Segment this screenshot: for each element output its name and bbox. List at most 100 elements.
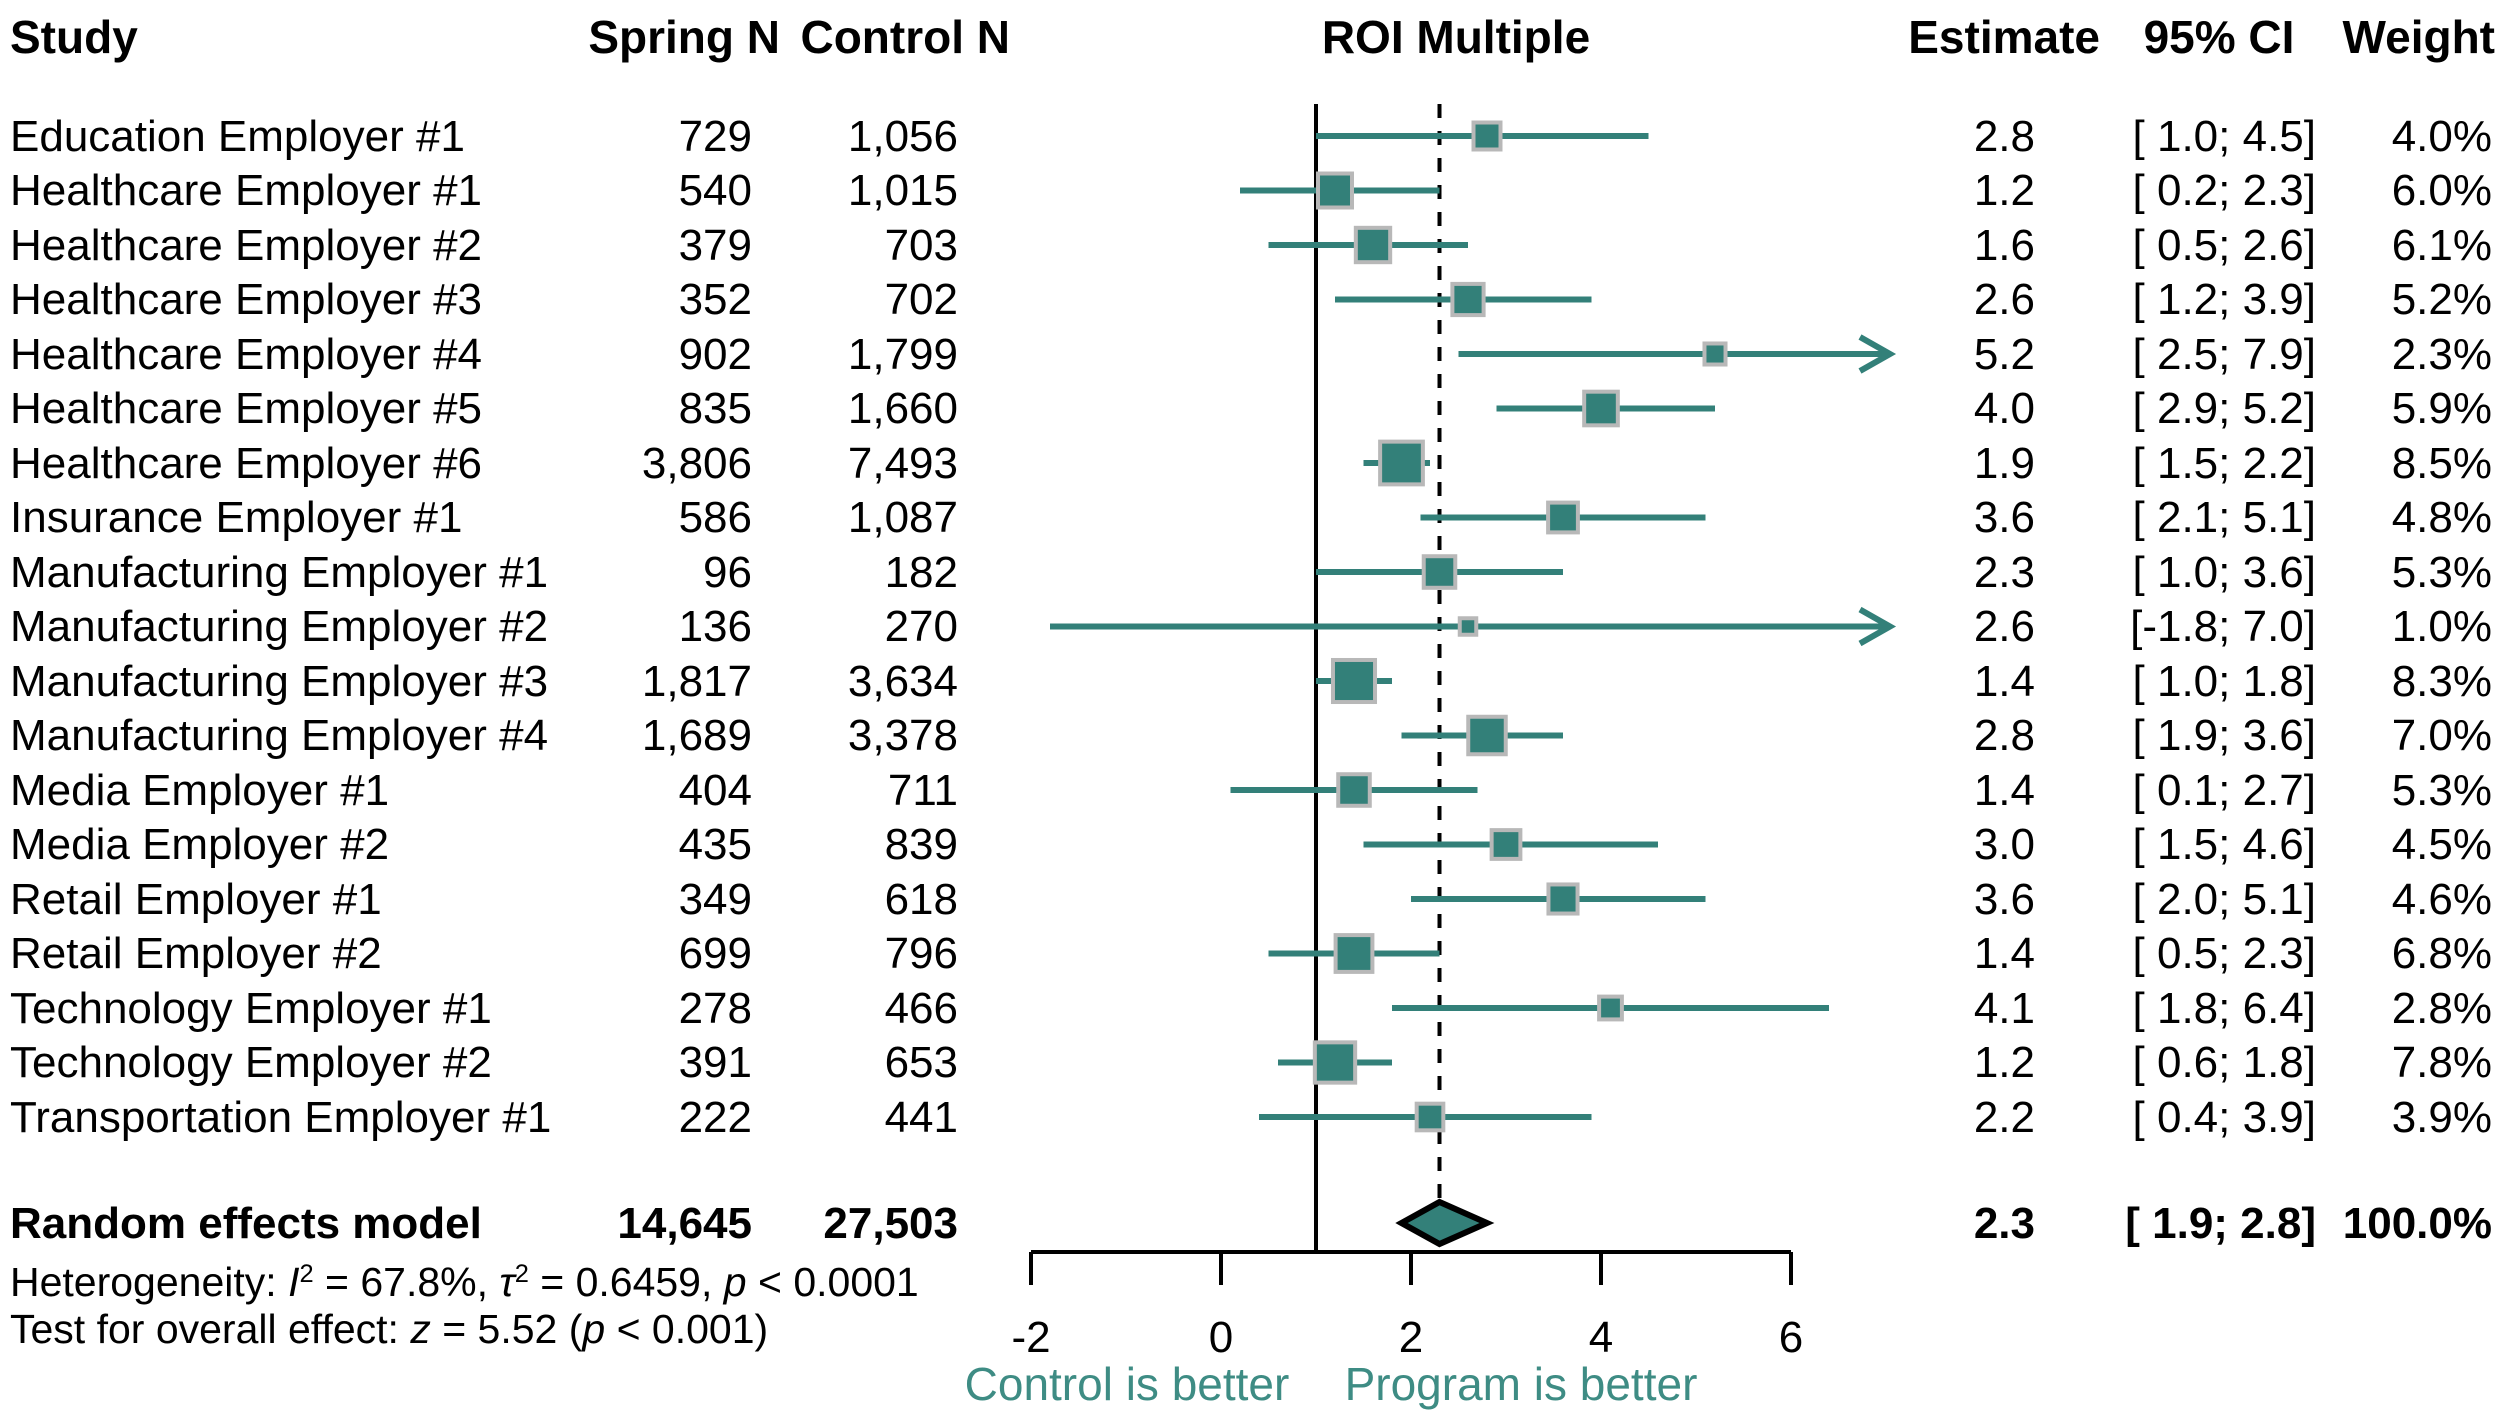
spring-n-cell: 136 <box>678 602 752 651</box>
het-p: p <box>723 1259 747 1305</box>
control-n-cell: 1,015 <box>847 166 958 215</box>
weight-cell: 2.8% <box>2391 983 2492 1033</box>
study-row: Media Employer #1 404 711 1.4 [ 0.1; 2.7… <box>0 763 2500 818</box>
estimate-square <box>1414 1101 1446 1133</box>
test-text3: < 0.001) <box>605 1306 769 1352</box>
spring-n-cell: 1,817 <box>641 656 752 706</box>
estimate-cell: 4.0 <box>1973 384 2035 433</box>
study-row: Manufacturing Employer #2 136 270 2.6 [-… <box>0 599 2500 654</box>
ci-cell: [ 1.8; 6.4] <box>2132 983 2316 1033</box>
weight-cell: 7.0% <box>2391 711 2492 760</box>
control-n-cell: 3,634 <box>847 656 958 706</box>
estimate-square <box>1457 616 1479 637</box>
study-row: Technology Employer #2 391 653 1.2 [ 0.6… <box>0 1035 2500 1090</box>
overall-effect-line: Test for overall effect: z = 5.52 (p < 0… <box>10 1303 768 1355</box>
study-name-cell: Manufacturing Employer #4 <box>10 711 549 760</box>
test-text2: = 5.52 ( <box>430 1306 583 1352</box>
weight-cell: 6.8% <box>2391 929 2492 978</box>
spring-n-cell: 96 <box>703 547 752 597</box>
ci-cell: [ 2.5; 7.9] <box>2132 329 2316 379</box>
estimate-cell: 1.4 <box>1973 929 2035 978</box>
control-n-cell: 653 <box>884 1038 958 1087</box>
spring-n-cell: 404 <box>678 765 752 815</box>
ci-cell: [ 1.2; 3.9] <box>2132 275 2316 324</box>
weight-cell: 5.3% <box>2391 547 2492 597</box>
estimate-cell: 1.2 <box>1973 1038 2035 1087</box>
x-axis-tick-label: 4 <box>1589 1313 1613 1362</box>
study-name-cell: Retail Employer #1 <box>10 874 382 924</box>
het-tau-sup: 2 <box>514 1260 529 1289</box>
summary-ci: [ 1.9; 2.8] <box>2125 1199 2316 1248</box>
estimate-cell: 2.6 <box>1973 275 2035 324</box>
ci-cell: [ 0.5; 2.3] <box>2132 929 2316 978</box>
estimate-cell: 1.2 <box>1973 166 2035 215</box>
spring-n-cell: 379 <box>678 220 752 270</box>
het-tau: τ <box>499 1259 515 1305</box>
het-text3: = 0.6459, <box>528 1259 724 1305</box>
spring-n-cell: 729 <box>678 111 752 161</box>
study-name-cell: Healthcare Employer #1 <box>10 166 483 215</box>
estimate-square <box>1316 171 1354 210</box>
study-row: Healthcare Employer #5 835 1,660 4.0 [ 2… <box>0 381 2500 436</box>
study-row: Retail Employer #1 349 618 3.6 [ 2.0; 5.… <box>0 872 2500 927</box>
spring-n-cell: 278 <box>678 983 752 1033</box>
test-text: Test for overall effect: <box>10 1306 411 1352</box>
column-header-roi-multiple: ROI Multiple <box>1321 11 1591 63</box>
weight-cell: 7.8% <box>2391 1038 2492 1087</box>
estimate-cell: 2.3 <box>1973 547 2035 597</box>
estimate-cell: 5.2 <box>1973 329 2035 379</box>
column-header-spring-n: Spring N <box>588 11 780 63</box>
spring-n-cell: 3,806 <box>641 438 752 488</box>
weight-cell: 2.3% <box>2391 329 2492 379</box>
estimate-cell: 3.6 <box>1973 874 2035 924</box>
estimate-cell: 1.4 <box>1973 656 2035 706</box>
summary-control-n: 27,503 <box>823 1199 958 1248</box>
study-name-cell: Technology Employer #2 <box>10 1038 492 1087</box>
estimate-cell: 2.8 <box>1973 111 2035 161</box>
control-n-cell: 1,056 <box>847 111 958 161</box>
study-row: Healthcare Employer #3 352 702 2.6 [ 1.2… <box>0 272 2500 327</box>
weight-cell: 4.6% <box>2391 874 2492 924</box>
spring-n-cell: 222 <box>678 1092 752 1142</box>
estimate-square <box>1333 933 1375 974</box>
study-name-cell: Education Employer #1 <box>10 111 465 161</box>
ci-cell: [ 1.5; 2.2] <box>2132 438 2316 488</box>
summary-estimate: 2.3 <box>1973 1199 2035 1248</box>
weight-cell: 5.9% <box>2391 384 2492 433</box>
ci-cell: [ 1.0; 3.6] <box>2132 547 2316 597</box>
estimate-cell: 1.4 <box>1973 765 2035 815</box>
ci-cell: [ 1.9; 3.6] <box>2132 711 2316 760</box>
het-i: I <box>288 1259 300 1305</box>
study-name-cell: Manufacturing Employer #3 <box>10 656 549 706</box>
study-row: Manufacturing Employer #1 96 182 2.3 [ 1… <box>0 545 2500 600</box>
control-n-cell: 7,493 <box>847 438 958 488</box>
study-row: Transportation Employer #1 222 441 2.2 [… <box>0 1090 2500 1145</box>
weight-cell: 5.3% <box>2391 765 2492 815</box>
study-row: Healthcare Employer #4 902 1,799 5.2 [ 2… <box>0 327 2500 382</box>
study-name-cell: Healthcare Employer #6 <box>10 438 483 488</box>
ci-cell: [ 0.4; 3.9] <box>2132 1092 2316 1142</box>
estimate-square <box>1582 389 1620 428</box>
summary-weight: 100.0% <box>2342 1199 2492 1248</box>
control-n-cell: 618 <box>884 874 958 924</box>
column-header-control-n: Control N <box>800 11 1010 63</box>
study-row: Healthcare Employer #6 3,806 7,493 1.9 [… <box>0 436 2500 491</box>
control-n-cell: 441 <box>884 1092 958 1142</box>
study-name-cell: Technology Employer #1 <box>10 983 492 1033</box>
control-n-cell: 270 <box>884 602 958 651</box>
control-n-cell: 796 <box>884 929 958 978</box>
axis-annotation-control-better: Control is better <box>965 1358 1290 1410</box>
estimate-square <box>1330 657 1378 705</box>
study-row: Education Employer #1 729 1,056 2.8 [ 1.… <box>0 109 2500 164</box>
estimate-square <box>1702 341 1728 367</box>
axis-annotation-program-better: Program is better <box>1345 1358 1698 1410</box>
study-name-cell: Transportation Employer #1 <box>10 1092 552 1142</box>
het-text: Heterogeneity: <box>10 1259 289 1305</box>
study-name-cell: Healthcare Employer #4 <box>10 329 483 379</box>
spring-n-cell: 352 <box>678 275 752 324</box>
study-name-cell: Media Employer #2 <box>10 820 390 869</box>
weight-cell: 4.0% <box>2391 111 2492 161</box>
control-n-cell: 839 <box>884 820 958 869</box>
spring-n-cell: 699 <box>678 929 752 978</box>
